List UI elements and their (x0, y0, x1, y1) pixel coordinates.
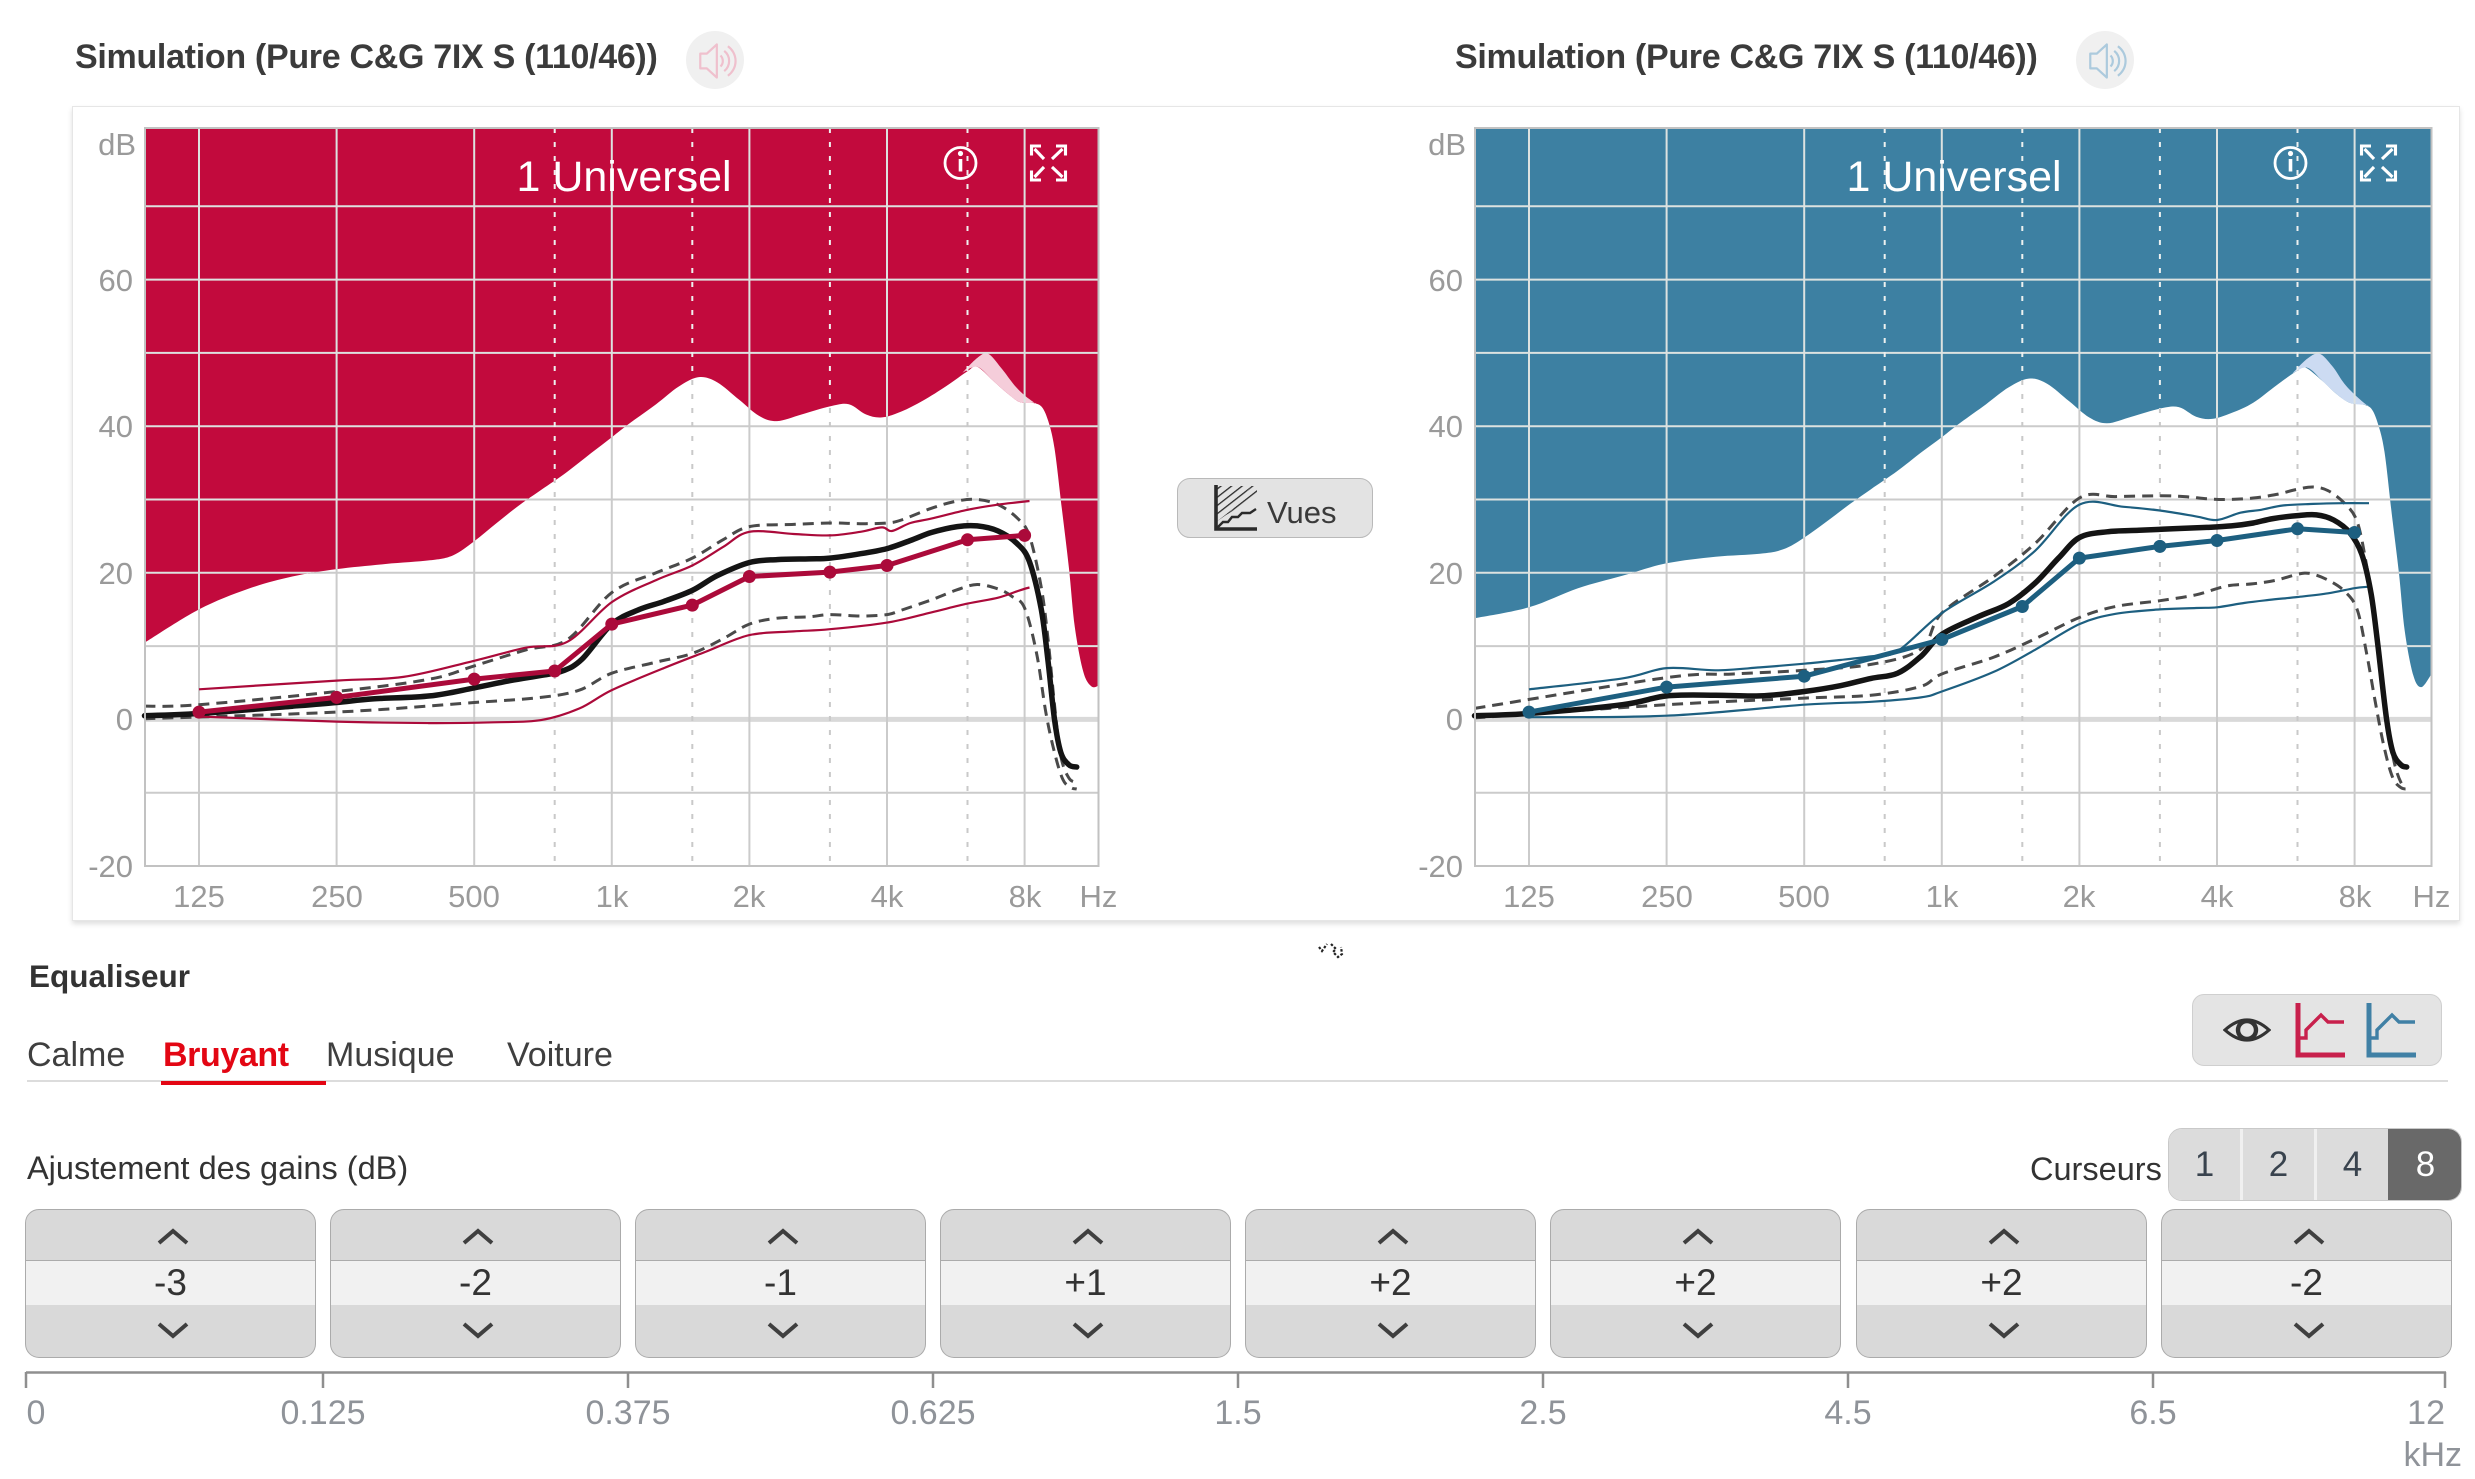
svg-text:-20: -20 (88, 849, 133, 884)
svg-text:-20: -20 (1418, 849, 1463, 884)
svg-text:4k: 4k (2201, 879, 2234, 914)
svg-text:1 Universel: 1 Universel (516, 153, 731, 201)
svg-text:Hz: Hz (2413, 879, 2451, 914)
svg-text:1k: 1k (1926, 879, 1959, 914)
svg-text:20: 20 (1429, 556, 1463, 591)
svg-text:8k: 8k (2339, 879, 2372, 914)
svg-text:250: 250 (311, 879, 363, 914)
svg-text:125: 125 (173, 879, 225, 914)
svg-text:60: 60 (99, 263, 133, 298)
svg-text:0: 0 (116, 702, 133, 737)
svg-text:60: 60 (1429, 263, 1463, 298)
svg-text:0: 0 (27, 1394, 46, 1432)
svg-text:4k: 4k (871, 879, 904, 914)
svg-text:Hz: Hz (1080, 879, 1118, 914)
svg-text:4.5: 4.5 (1824, 1394, 1871, 1432)
svg-text:8k: 8k (1009, 879, 1042, 914)
svg-text:kHz: kHz (2403, 1436, 2462, 1474)
svg-text:1k: 1k (596, 879, 629, 914)
svg-text:2k: 2k (733, 879, 766, 914)
svg-text:0.625: 0.625 (890, 1394, 975, 1432)
svg-text:40: 40 (99, 409, 133, 444)
svg-text:2.5: 2.5 (1519, 1394, 1566, 1432)
svg-text:125: 125 (1503, 879, 1555, 914)
svg-text:250: 250 (1641, 879, 1693, 914)
svg-text:6.5: 6.5 (2129, 1394, 2176, 1432)
svg-text:40: 40 (1429, 409, 1463, 444)
svg-text:2k: 2k (2063, 879, 2096, 914)
svg-text:0.125: 0.125 (280, 1394, 365, 1432)
svg-text:20: 20 (99, 556, 133, 591)
svg-text:1 Universel: 1 Universel (1846, 153, 2061, 201)
svg-text:0.375: 0.375 (585, 1394, 670, 1432)
svg-text:500: 500 (448, 879, 500, 914)
svg-text:1.5: 1.5 (1214, 1394, 1261, 1432)
svg-text:500: 500 (1778, 879, 1830, 914)
svg-text:0: 0 (1446, 702, 1463, 737)
svg-text:12: 12 (2407, 1394, 2445, 1432)
svg-text:dB: dB (1428, 127, 1466, 162)
svg-text:dB: dB (98, 127, 136, 162)
